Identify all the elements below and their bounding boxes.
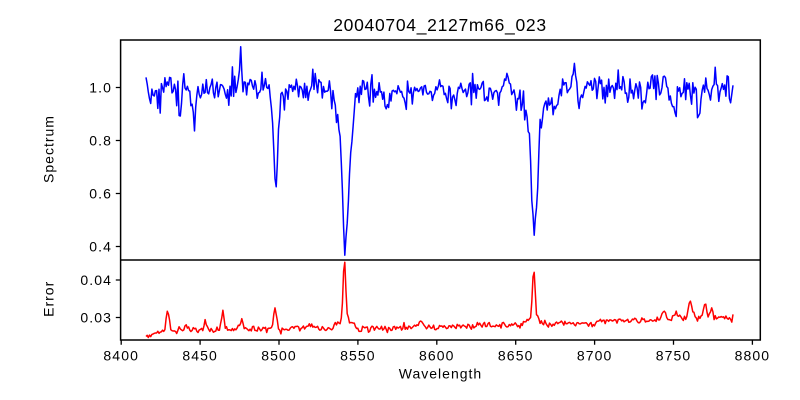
svg-text:1.0: 1.0 (89, 80, 112, 96)
svg-text:8550: 8550 (340, 347, 376, 363)
svg-text:0.6: 0.6 (89, 186, 112, 202)
svg-text:8800: 8800 (735, 347, 771, 363)
svg-text:Wavelength: Wavelength (399, 366, 482, 382)
svg-text:0.4: 0.4 (89, 239, 112, 255)
svg-text:8600: 8600 (419, 347, 455, 363)
svg-text:8400: 8400 (103, 347, 139, 363)
svg-text:8650: 8650 (498, 347, 534, 363)
svg-text:20040704_2127m66_023: 20040704_2127m66_023 (333, 15, 547, 36)
svg-text:0.8: 0.8 (89, 133, 112, 149)
svg-text:8700: 8700 (577, 347, 613, 363)
svg-text:0.04: 0.04 (80, 272, 112, 288)
svg-text:Spectrum: Spectrum (41, 115, 57, 183)
svg-text:8750: 8750 (656, 347, 692, 363)
svg-text:Error: Error (41, 281, 57, 317)
svg-text:0.03: 0.03 (80, 310, 112, 326)
svg-text:8500: 8500 (261, 347, 297, 363)
svg-text:8450: 8450 (182, 347, 218, 363)
